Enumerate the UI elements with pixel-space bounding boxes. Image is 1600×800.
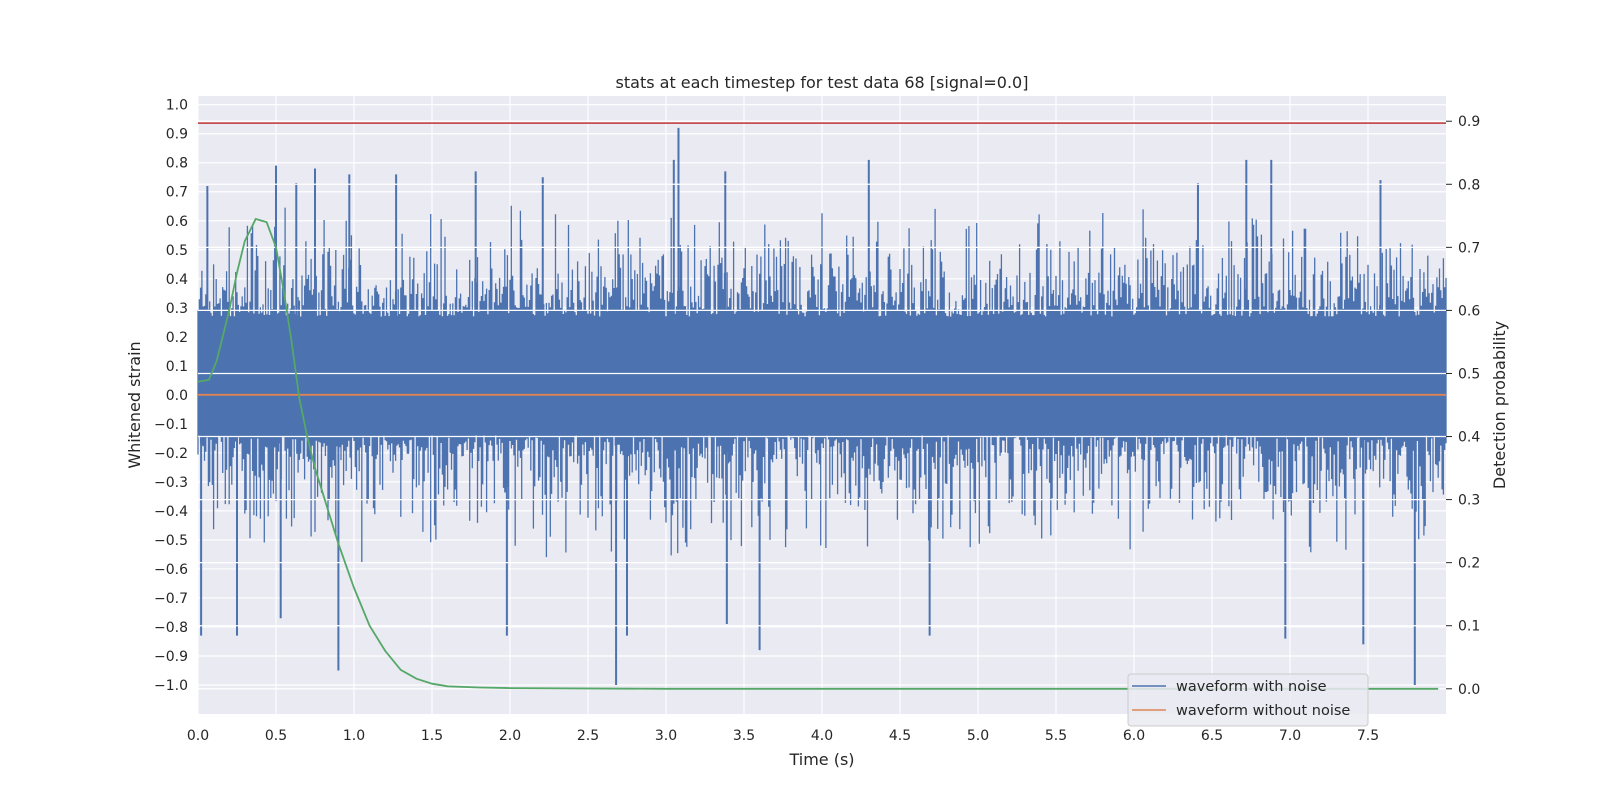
y2-tick-label: 0.4 (1458, 430, 1480, 446)
y-tick-label: 0.4 (166, 272, 188, 288)
y-tick-label: −1.0 (154, 678, 188, 694)
x-axis-label: Time (s) (788, 750, 854, 769)
y-tick-label: 0.7 (166, 185, 188, 201)
x-tick-label: 3.0 (655, 728, 677, 744)
legend-box (1127, 673, 1369, 727)
y-tick-label: 0.0 (166, 388, 188, 404)
y-tick-label: −0.6 (154, 562, 188, 578)
legend-label-with-noise: waveform with noise (1176, 679, 1327, 695)
y2-tick-label: 0.6 (1458, 303, 1480, 319)
x-tick-label: 3.5 (733, 728, 755, 744)
x-tick-label: 7.5 (1357, 728, 1379, 744)
y2-axis-label: Detection probability (1490, 321, 1509, 489)
y-tick-label: −0.4 (154, 504, 188, 520)
x-tick-label: 1.0 (343, 728, 365, 744)
y2-tick-label: 0.1 (1458, 619, 1480, 635)
x-tick-label: 0.0 (187, 728, 209, 744)
y2-tick-label: 0.8 (1458, 177, 1480, 193)
y-tick-label: 0.8 (166, 156, 188, 172)
y-tick-label: 0.6 (166, 214, 188, 230)
y-tick-label: −0.7 (154, 591, 188, 607)
x-tick-label: 5.5 (1045, 728, 1067, 744)
y-tick-label: 1.0 (166, 98, 188, 114)
right-axis-grid (198, 120, 1446, 690)
y2-tick-label: 0.9 (1458, 114, 1480, 130)
legend: waveform with noise waveform without noi… (1127, 673, 1369, 727)
y-tick-label: 0.9 (166, 127, 188, 143)
y-tick-label: −0.1 (154, 417, 188, 433)
y2-tick-label: 0.3 (1458, 493, 1480, 509)
lines-layer (197, 122, 1446, 690)
x-tick-label: 5.0 (967, 728, 989, 744)
y2-tick-label: 0.7 (1458, 240, 1480, 256)
noise-layer (197, 127, 1447, 685)
y2-tick-label: 0.5 (1458, 366, 1480, 382)
x-tick-label: 4.5 (889, 728, 911, 744)
chart-title: stats at each timestep for test data 68 … (616, 73, 1029, 92)
noise-spikes (197, 205, 1447, 563)
y2-tick-label: 0.2 (1458, 556, 1480, 572)
x-tick-label: 2.5 (577, 728, 599, 744)
x-tick-label: 6.5 (1201, 728, 1223, 744)
y-tick-label: −0.3 (154, 475, 188, 491)
y-tick-label: 0.2 (166, 330, 188, 346)
y-tick-label: −0.8 (154, 620, 188, 636)
x-tick-label: 0.5 (265, 728, 287, 744)
x-tick-label: 7.0 (1279, 728, 1301, 744)
x-tick-label: 2.0 (499, 728, 521, 744)
y-tick-label: 0.5 (166, 243, 188, 259)
series-line-2 (197, 217, 1439, 690)
y-tick-label: −0.5 (154, 533, 188, 549)
y-tick-label: 0.1 (166, 359, 188, 375)
x-tick-label: 1.5 (421, 728, 443, 744)
y-tick-label: −0.2 (154, 446, 188, 462)
x-tick-label: 6.0 (1123, 728, 1145, 744)
y-tick-label: 0.3 (166, 301, 188, 317)
ticks-layer: 0.0 0.5 1.0 1.5 2.0 2.5 3.0 3.5 4.0 4.5 5.0 5.5 6.0 6… (154, 98, 1480, 744)
y-tick-label: −0.9 (154, 649, 188, 665)
x-tick-label: 4.0 (811, 728, 833, 744)
y2-tick-label: 0.0 (1458, 682, 1480, 698)
legend-label-without-noise: waveform without noise (1176, 703, 1350, 719)
y-axis-label: Whitened strain (125, 341, 144, 468)
